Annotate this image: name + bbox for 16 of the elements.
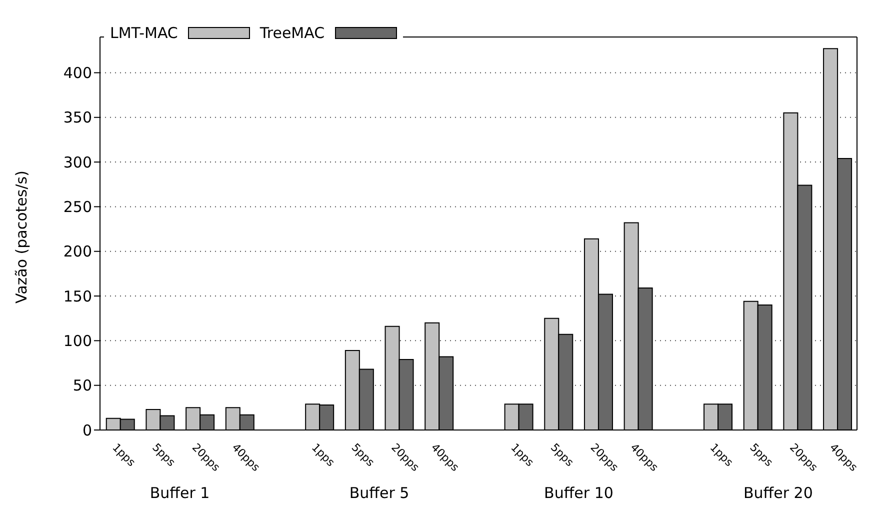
y-tick-label: 300 — [63, 153, 92, 172]
y-tick-label: 350 — [63, 108, 92, 127]
y-tick-label: 100 — [63, 332, 92, 350]
y-tick-label: 400 — [63, 64, 92, 82]
y-tick-label: 0 — [82, 421, 92, 440]
y-axis-title: Vazão (pacotes/s) — [12, 170, 30, 304]
y-tick-label: 50 — [72, 376, 92, 395]
text: Buffer 5 — [348, 484, 410, 502]
text: Buffer 1 — [148, 484, 211, 502]
y-tick-label: 200 — [63, 242, 92, 261]
legend-label: TreeMAC — [260, 24, 325, 42]
text: Buffer 10 — [543, 484, 614, 502]
y-tick-label: 250 — [63, 198, 92, 216]
legend-label: LMT-MAC — [110, 24, 178, 42]
text: Buffer 20 — [742, 484, 814, 502]
y-tick-label: 150 — [63, 287, 92, 306]
